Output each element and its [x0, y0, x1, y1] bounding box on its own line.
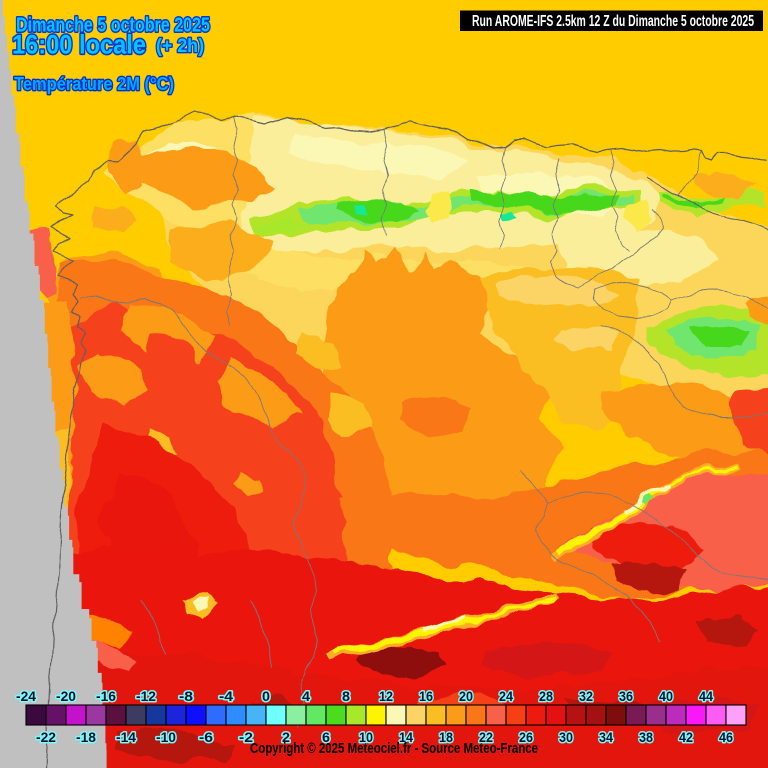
svg-text:32: 32: [579, 688, 593, 704]
svg-text:0: 0: [262, 688, 270, 704]
svg-text:22: 22: [479, 729, 493, 745]
svg-text:4: 4: [302, 688, 310, 704]
svg-text:Dimanche 5 octobre 2025: Dimanche 5 octobre 2025: [16, 15, 210, 37]
svg-text:18: 18: [439, 729, 453, 745]
svg-text:-14: -14: [116, 729, 136, 745]
svg-text:34: 34: [599, 729, 613, 745]
svg-text:30: 30: [559, 729, 573, 745]
svg-text:16: 16: [419, 688, 433, 704]
svg-text:-24: -24: [16, 688, 36, 704]
svg-text:-10: -10: [156, 729, 176, 745]
svg-text:-12: -12: [136, 688, 156, 704]
svg-text:38: 38: [639, 729, 653, 745]
svg-text:-20: -20: [56, 688, 76, 704]
svg-text:20: 20: [459, 688, 473, 704]
svg-text:6: 6: [322, 729, 330, 745]
svg-text:14: 14: [399, 729, 413, 745]
svg-text:Run AROME-IFS 2.5km 12 Z du Di: Run AROME-IFS 2.5km 12 Z du Dimanche 5 o…: [472, 13, 754, 30]
svg-text:-16: -16: [96, 688, 116, 704]
svg-text:24: 24: [499, 688, 513, 704]
svg-text:44: 44: [699, 688, 713, 704]
svg-text:10: 10: [359, 729, 373, 745]
svg-text:Température 2M (°C): Température 2M (°C): [14, 73, 174, 94]
svg-text:8: 8: [342, 688, 350, 704]
svg-text:36: 36: [619, 688, 633, 704]
svg-text:42: 42: [679, 729, 693, 745]
svg-text:46: 46: [719, 729, 733, 745]
svg-text:26: 26: [519, 729, 533, 745]
svg-text:-18: -18: [76, 729, 96, 745]
svg-text:-2: -2: [239, 729, 253, 745]
svg-text:16:00 locale: 16:00 locale: [12, 30, 146, 60]
svg-text:2: 2: [282, 729, 290, 745]
svg-text:-4: -4: [219, 688, 233, 704]
svg-text:28: 28: [539, 688, 553, 704]
svg-text:40: 40: [659, 688, 673, 704]
svg-text:(+ 2h): (+ 2h): [156, 36, 204, 57]
svg-text:-22: -22: [36, 729, 56, 745]
svg-text:Copyright © 2025 Meteociel.fr: Copyright © 2025 Meteociel.fr - Source M…: [250, 741, 538, 757]
svg-text:-6: -6: [199, 729, 213, 745]
svg-text:-8: -8: [179, 688, 193, 704]
svg-text:12: 12: [379, 688, 393, 704]
